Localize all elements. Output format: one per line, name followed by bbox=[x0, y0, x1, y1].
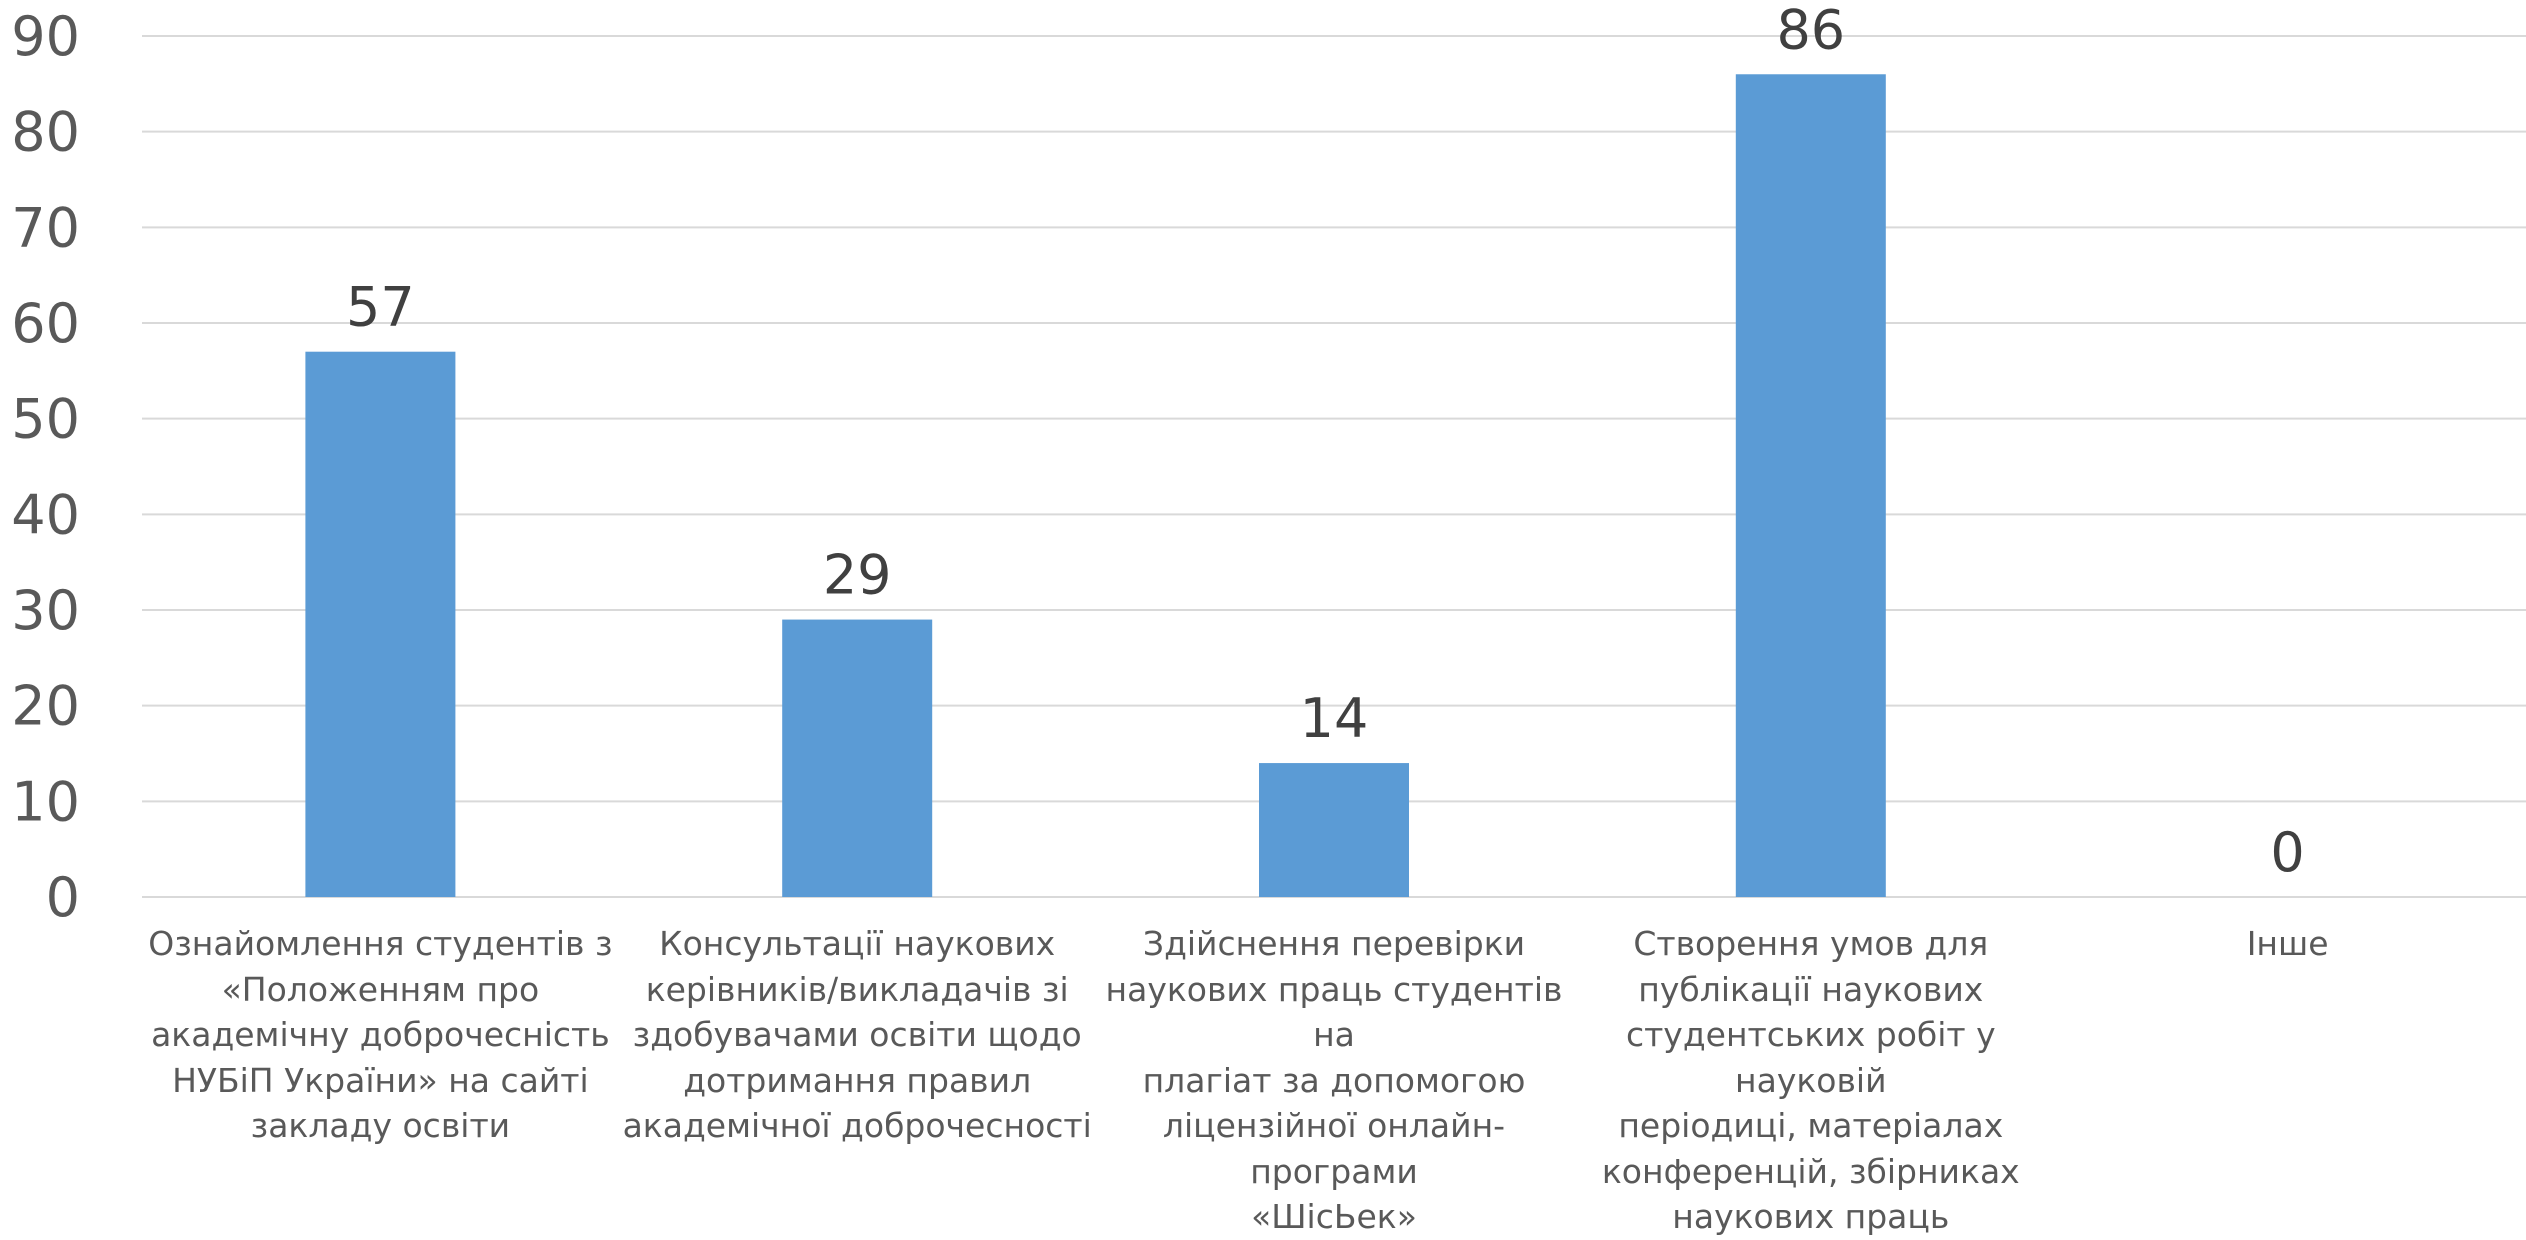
x-tick-label-line: Створення умов для bbox=[1633, 924, 1989, 963]
bar bbox=[1259, 763, 1409, 897]
x-tick-label: Ознайомлення студентів з «Положенням про а… bbox=[140, 921, 620, 1149]
x-tick-label-line: плагіат за допомогою bbox=[1142, 1060, 1526, 1100]
x-tick-label-line: періодиці, матеріалах bbox=[1618, 1106, 2004, 1145]
x-tick-label: Інше bbox=[2048, 921, 2526, 967]
bar-chart: 0 10 20 30 40 50 60 70 80 90 57 29 14 86 0 bbox=[11, 0, 2526, 929]
y-tick-label: 30 bbox=[11, 579, 80, 642]
data-label: 57 bbox=[346, 276, 415, 339]
y-tick-label: 50 bbox=[11, 388, 80, 451]
x-tick-label-line: «ШісЬек» bbox=[1251, 1197, 1417, 1236]
y-tick-label: 40 bbox=[11, 483, 80, 546]
data-labels: 57 29 14 86 0 bbox=[346, 0, 2305, 884]
gridlines bbox=[142, 35, 2526, 898]
chart-area: 0 10 20 30 40 50 60 70 80 90 57 29 14 86 0 Ознайомлен… bbox=[11, 0, 2526, 1236]
data-label: 86 bbox=[1776, 0, 1845, 61]
x-tick-label-line: дотримання правил bbox=[683, 1060, 1032, 1100]
data-label: 14 bbox=[1300, 687, 1369, 750]
x-tick-label-line: здобувачами освіти щодо bbox=[632, 1015, 1082, 1054]
bars bbox=[305, 74, 1886, 898]
x-tick-label-line: «Положенням про bbox=[221, 969, 540, 1009]
y-tick-label: 0 bbox=[46, 866, 80, 929]
y-tick-label: 90 bbox=[11, 5, 80, 68]
x-tick-label-line: Здійснення перевірки bbox=[1142, 924, 1526, 963]
y-tick-label: 10 bbox=[11, 770, 80, 833]
y-tick-label: 70 bbox=[11, 196, 80, 259]
y-tick-label: 20 bbox=[11, 675, 80, 738]
bar bbox=[305, 351, 456, 897]
x-tick-label-line: керівників/викладачів зі bbox=[645, 969, 1069, 1009]
bar bbox=[782, 619, 933, 897]
bar bbox=[1735, 74, 1886, 898]
x-tick-label-line: студентських робіт у науковій bbox=[1625, 1015, 1996, 1100]
x-tick-label-line: Консультації наукових bbox=[659, 924, 1056, 963]
x-tick-label-line: академічну доброчесність bbox=[151, 1015, 610, 1054]
x-tick-label-line: закладу освіти bbox=[250, 1106, 511, 1145]
y-tick-label: 80 bbox=[11, 101, 80, 164]
y-axis-ticks: 0 10 20 30 40 50 60 70 80 90 bbox=[11, 5, 80, 929]
x-tick-label: Консультації наукових керівників/викладач… bbox=[617, 921, 1097, 1149]
x-tick-label-line: наукових праць студентів на bbox=[1105, 969, 1563, 1055]
x-tick-label-line: наукових праць bbox=[1672, 1197, 1950, 1236]
x-tick-label: Здійснення перевірки наукових праць студе… bbox=[1094, 921, 1574, 1240]
data-label: 29 bbox=[823, 544, 892, 607]
data-label: 0 bbox=[2270, 821, 2304, 884]
x-tick-label-line: НУБіП України» на сайті bbox=[172, 1060, 589, 1100]
x-tick-label: Створення умов для публікації наукових сту… bbox=[1571, 921, 2051, 1240]
x-tick-label-line: публікації наукових bbox=[1638, 969, 1984, 1009]
x-tick-label-line: Ознайомлення студентів з bbox=[148, 924, 613, 963]
x-tick-label-line: Інше bbox=[2246, 924, 2329, 963]
x-tick-label-line: ліцензійної онлайн-програми bbox=[1162, 1106, 1506, 1191]
x-tick-label-line: конференцій, збірниках bbox=[1601, 1151, 2020, 1191]
x-tick-label-line: академічної доброчесності bbox=[622, 1106, 1092, 1145]
y-tick-label: 60 bbox=[11, 292, 80, 355]
